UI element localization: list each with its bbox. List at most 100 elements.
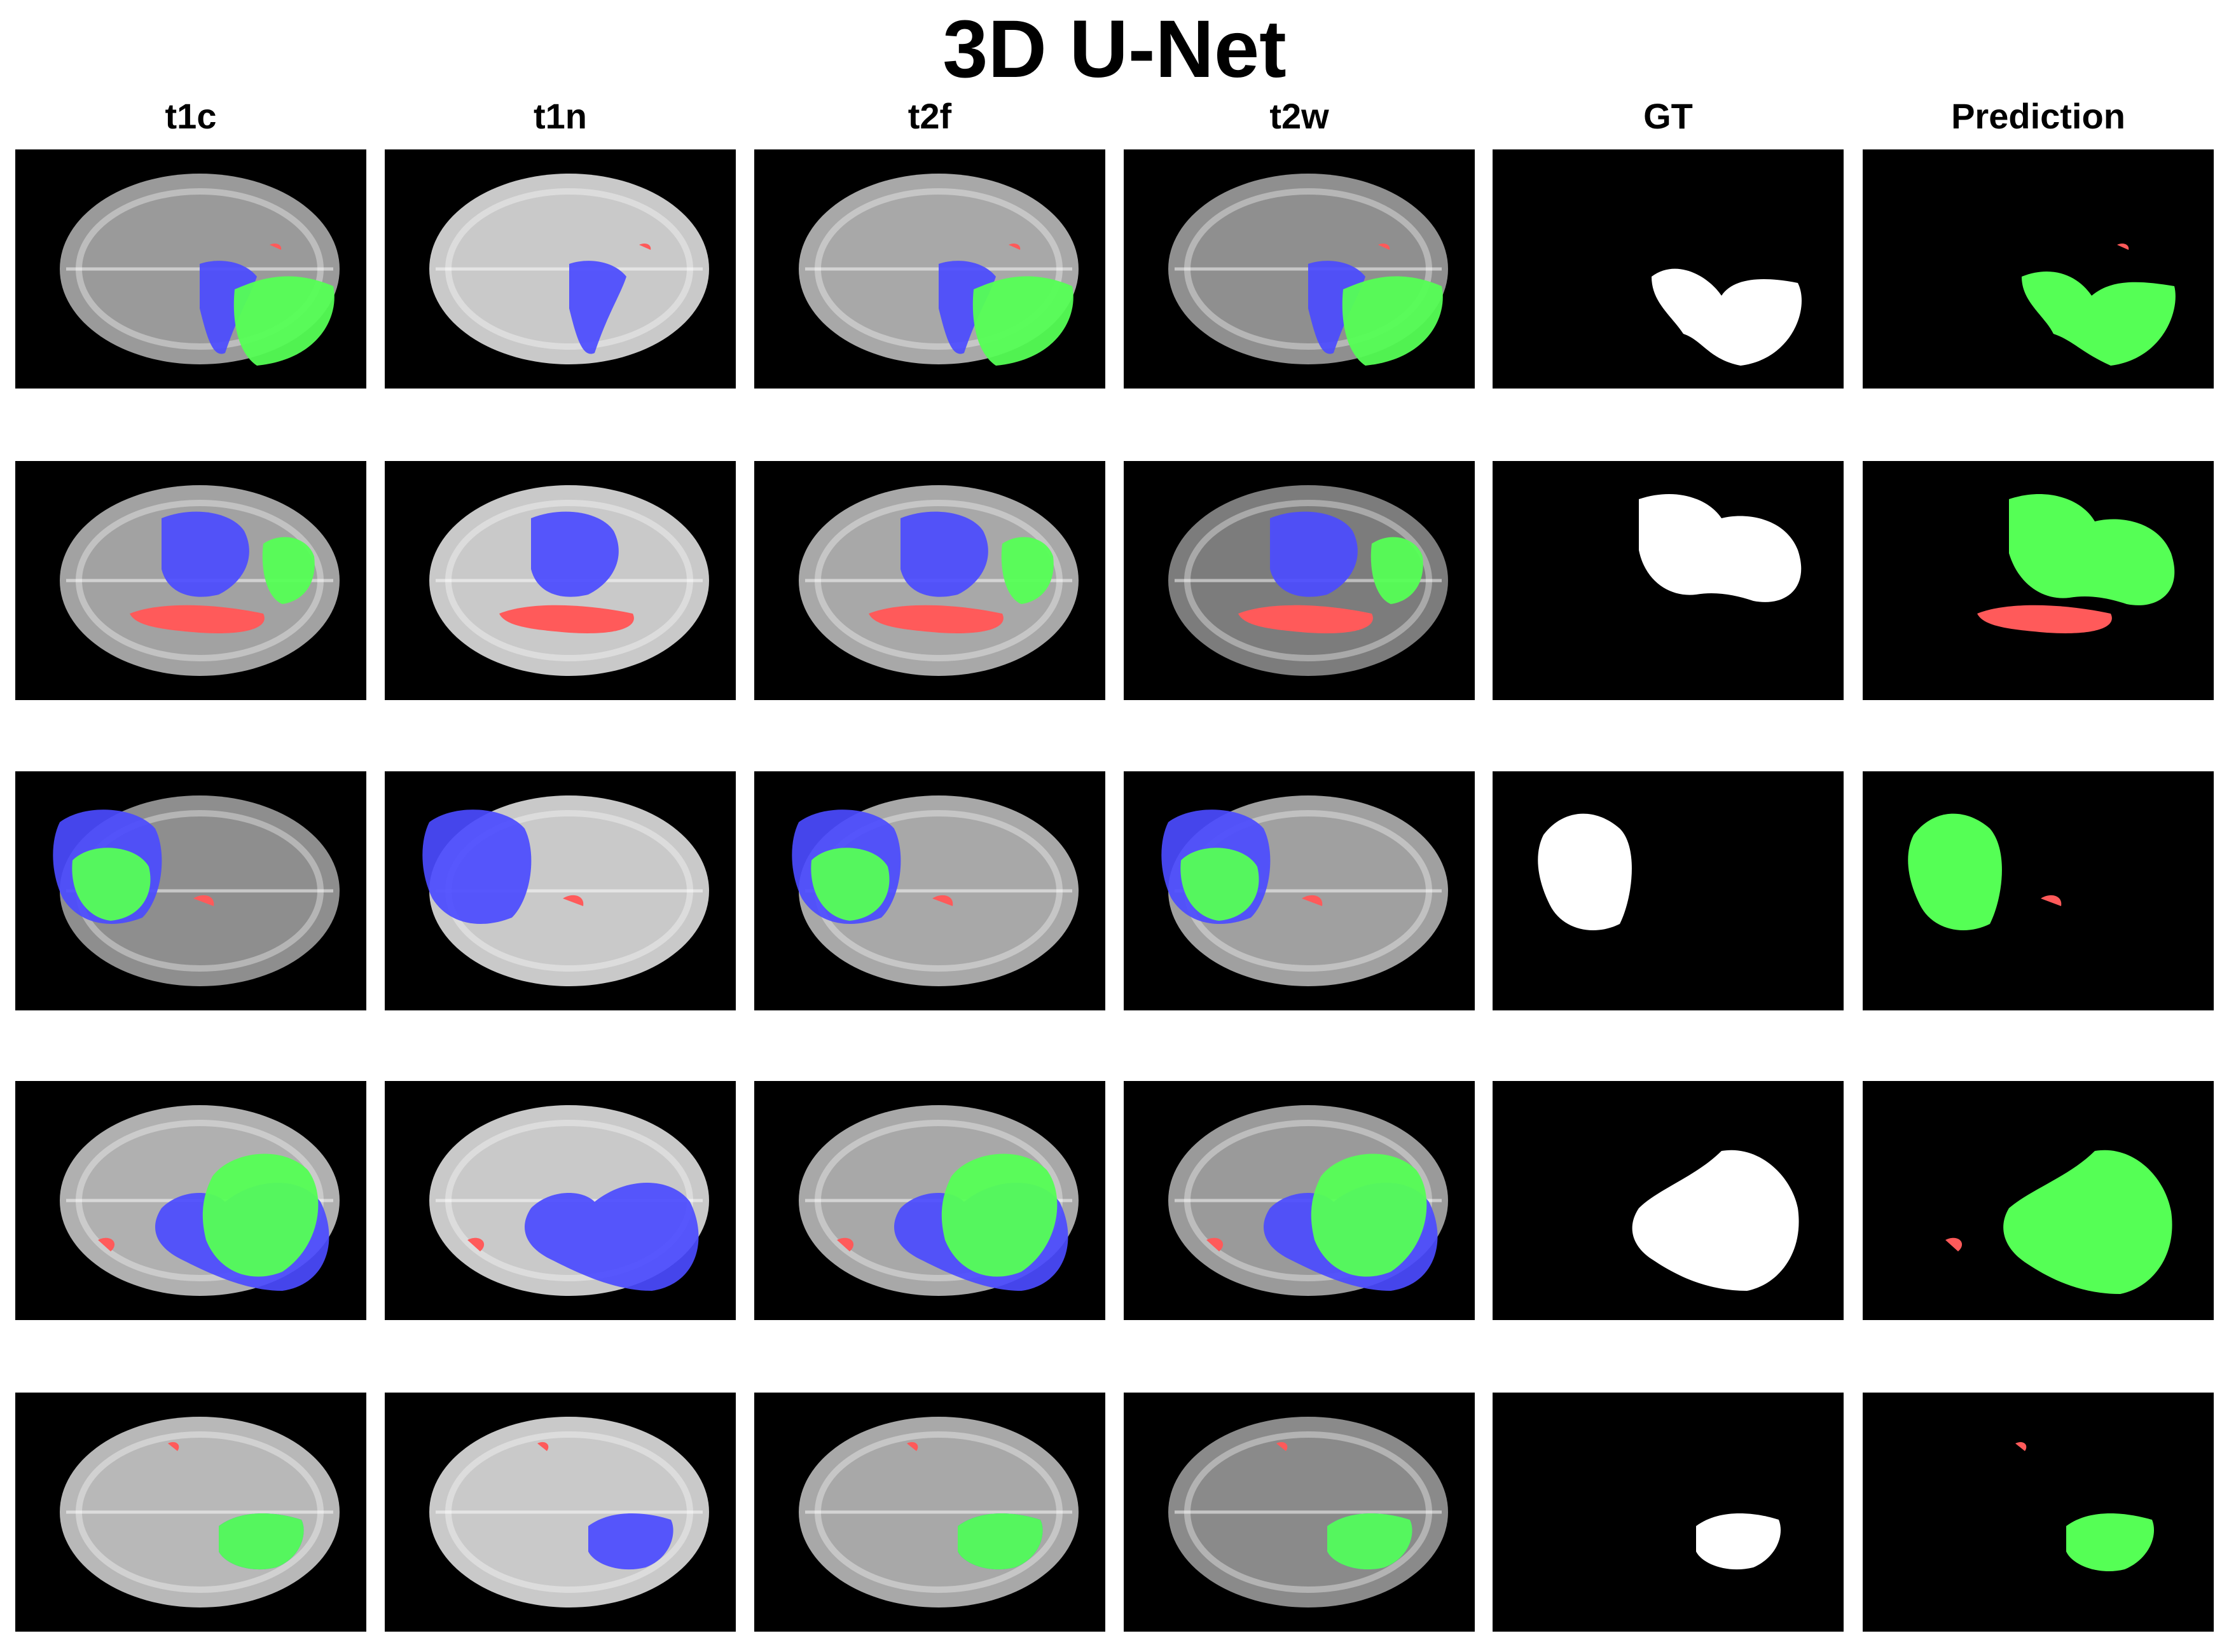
mri-slice <box>385 461 736 700</box>
segmentation-red <box>869 605 1004 633</box>
mri-slice <box>1863 461 2214 700</box>
mri-slice <box>385 1393 736 1632</box>
mri-slice <box>754 1081 1105 1320</box>
segmentation-red <box>499 605 634 633</box>
segmentation-blue <box>162 511 249 597</box>
panel-row5-prediction <box>1863 1393 2214 1632</box>
segmentation-blue <box>531 511 619 597</box>
ground-truth-mask <box>1639 493 1802 602</box>
segmentation-blue <box>1270 511 1358 597</box>
prediction-red-region <box>1945 1237 1963 1251</box>
mri-slice <box>1863 1081 2214 1320</box>
segmentation-red <box>130 605 265 633</box>
ground-truth-mask <box>1652 268 1802 366</box>
segmentation-red <box>168 1442 179 1451</box>
mri-slice <box>754 1393 1105 1632</box>
mri-slice <box>1124 149 1475 389</box>
prediction-red-region <box>2117 243 2129 250</box>
segmentation-red <box>837 1237 854 1251</box>
segmentation-green <box>958 1513 1043 1570</box>
column-header-t2f: t2f <box>907 96 952 136</box>
mri-slice <box>1124 1393 1475 1632</box>
segmentation-red <box>467 1237 485 1251</box>
segmentation-red <box>1206 1237 1224 1251</box>
panel-row3-gt <box>1493 771 1844 1010</box>
segmentation-green <box>1180 848 1259 921</box>
mri-slice <box>1124 771 1475 1010</box>
panel-row5-t1c <box>15 1393 366 1632</box>
mri-slice <box>1124 461 1475 700</box>
mri-slice <box>385 149 736 389</box>
segmentation-green <box>202 1153 319 1277</box>
segmentation-green <box>262 537 315 604</box>
mri-slice <box>15 771 366 1010</box>
segmentation-green <box>1370 537 1423 604</box>
segmentation-green <box>972 276 1073 366</box>
panel-row2-t2f <box>754 461 1105 700</box>
figure-title: 3D U-Net <box>942 4 1287 95</box>
segmentation-blue <box>200 261 257 354</box>
column-header-gt: GT <box>1643 96 1693 136</box>
panel-row1-t1c <box>15 149 366 389</box>
segmentation-blue <box>588 1513 673 1570</box>
panel-row3-t1c <box>15 771 366 1010</box>
panel-row5-gt <box>1493 1393 1844 1632</box>
mri-slice <box>15 149 366 389</box>
panel-row3-t1n <box>385 771 736 1010</box>
segmentation-green <box>1342 276 1443 366</box>
panel-row2-t1c <box>15 461 366 700</box>
panel-row1-t2w <box>1124 149 1475 389</box>
segmentation-red <box>639 243 651 250</box>
prediction-red-region <box>2015 1442 2027 1451</box>
segmentation-green <box>233 276 335 366</box>
segmentation-red <box>98 1237 115 1251</box>
prediction-mask <box>2066 1513 2155 1572</box>
segmentation-red <box>932 895 953 906</box>
mri-slice <box>1493 771 1844 1010</box>
panel-row5-t2w <box>1124 1393 1475 1632</box>
panel-row2-t2w <box>1124 461 1475 700</box>
mri-slice <box>385 1081 736 1320</box>
panel-row4-t2f <box>754 1081 1105 1320</box>
prediction-red-region <box>2041 895 2062 906</box>
segmentation-green <box>811 848 890 921</box>
ground-truth-mask <box>1632 1150 1799 1291</box>
mri-slice <box>1493 149 1844 389</box>
panel-row4-t1c <box>15 1081 366 1320</box>
mri-slice <box>1493 1081 1844 1320</box>
segmentation-blue <box>1308 261 1365 354</box>
segmentation-red <box>1238 605 1373 633</box>
segmentation-blue <box>569 261 626 354</box>
segmentation-red <box>270 243 282 250</box>
column-header-t2w: t2w <box>1269 96 1329 136</box>
panel-row5-t2f <box>754 1393 1105 1632</box>
mri-slice <box>15 1393 366 1632</box>
ground-truth-mask <box>1696 1513 1781 1570</box>
segmentation-green <box>219 1513 304 1570</box>
segmentation-green <box>1327 1513 1412 1570</box>
panel-row1-prediction <box>1863 149 2214 389</box>
mri-slice <box>1124 1081 1475 1320</box>
panel-row2-t1n <box>385 461 736 700</box>
column-header-t1n: t1n <box>534 96 587 136</box>
panel-row4-gt <box>1493 1081 1844 1320</box>
segmentation-red <box>563 895 584 906</box>
mri-slice <box>15 1081 366 1320</box>
panel-row4-t2w <box>1124 1081 1475 1320</box>
panel-row2-gt <box>1493 461 1844 700</box>
segmentation-blue <box>901 511 988 597</box>
segmentation-green <box>941 1153 1058 1277</box>
segmentation-green <box>72 848 151 921</box>
prediction-mask <box>2022 271 2176 366</box>
column-header-prediction: Prediction <box>1951 96 2125 136</box>
panel-row4-t1n <box>385 1081 736 1320</box>
mri-slice <box>1863 149 2214 389</box>
panel-row1-t2f <box>754 149 1105 389</box>
mri-slice <box>1863 1393 2214 1632</box>
panel-row3-t2w <box>1124 771 1475 1010</box>
ground-truth-mask <box>1538 813 1632 930</box>
panel-row5-t1n <box>385 1393 736 1632</box>
panel-row3-prediction <box>1863 771 2214 1010</box>
mri-slice <box>754 771 1105 1010</box>
segmentation-red <box>1276 1442 1288 1451</box>
